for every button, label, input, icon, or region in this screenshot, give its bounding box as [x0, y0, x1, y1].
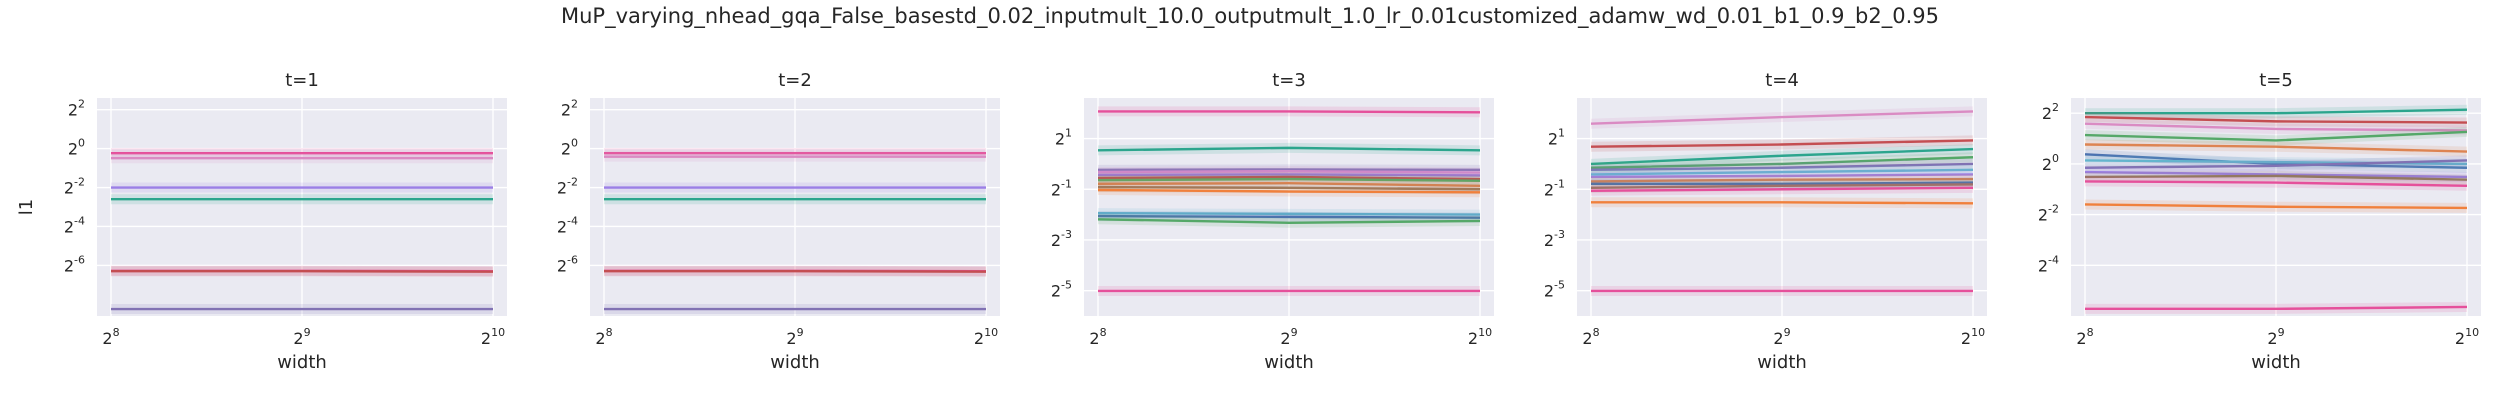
y-tick-label: 2-4 — [557, 214, 578, 236]
series-line — [1591, 201, 1974, 205]
x-axis-label: width — [2251, 352, 2301, 373]
y-tick-label: 21 — [1055, 127, 1072, 149]
series-line — [1097, 182, 1481, 187]
series-band — [2085, 118, 2467, 136]
x-tick-label: 28 — [1582, 326, 1599, 348]
series-band — [2085, 104, 2467, 119]
series-band — [2085, 155, 2467, 173]
panel-2: 22 20 2-2 2-4 2-6 28 29 210 t=2 width — [557, 70, 1000, 373]
x-axis-label: width — [1264, 352, 1314, 373]
y-tick-label: 22 — [561, 98, 578, 120]
series-line — [2084, 174, 2468, 181]
y-tick-label: 2-1 — [1051, 177, 1072, 199]
y-tick-label: 2-6 — [557, 253, 578, 275]
y-tick-label: 2-4 — [2038, 253, 2059, 275]
panel-title: t=5 — [2259, 70, 2293, 91]
series-line — [2084, 159, 2468, 169]
y-tick-label: 2-2 — [64, 176, 85, 198]
series-band — [2085, 126, 2467, 146]
series-line — [1590, 162, 1974, 172]
panel-title: t=3 — [1272, 70, 1306, 91]
y-tick-label: 20 — [2042, 152, 2059, 174]
series-line — [1590, 110, 1974, 125]
series-line — [1591, 181, 1974, 186]
x-tick-label: 210 — [2455, 326, 2479, 348]
panel-title: t=1 — [285, 70, 319, 91]
panel-4: 21 2-1 2-3 2-5 28 29 210 t=4 width — [1544, 70, 1987, 373]
x-tick-label: 28 — [102, 326, 119, 348]
panel-title: t=2 — [778, 70, 812, 91]
x-tick-label: 210 — [974, 326, 998, 348]
x-tick-label: 28 — [1089, 326, 1106, 348]
series-line — [1590, 183, 1974, 190]
series-line — [1097, 177, 1481, 183]
series-line — [1097, 169, 1481, 174]
x-tick-label: 29 — [786, 326, 803, 348]
series-line — [1590, 156, 1974, 169]
y-tick-label: 2-1 — [1544, 177, 1565, 199]
x-axis-label: width — [277, 352, 327, 373]
series-line — [1590, 186, 1974, 192]
series-line — [1097, 175, 1481, 181]
series-line — [1590, 177, 1974, 183]
series-line — [1098, 110, 1481, 114]
x-tick-label: 29 — [293, 326, 310, 348]
y-tick-label: 20 — [561, 137, 578, 159]
x-axis-label: width — [770, 352, 820, 373]
y-axis-label: l1 — [16, 199, 37, 215]
x-tick-label: 28 — [595, 326, 612, 348]
y-tick-label: 2-3 — [1051, 228, 1072, 250]
y-tick-label: 2-5 — [1051, 279, 1072, 301]
series-line — [1590, 173, 1974, 179]
y-tick-label: 2-6 — [64, 253, 85, 275]
series-line — [1097, 188, 1481, 194]
x-tick-label: 29 — [1773, 326, 1790, 348]
y-tick-label: 2-4 — [64, 214, 85, 236]
series-line — [1097, 218, 1481, 224]
series-line — [2085, 305, 2468, 311]
series-line — [2084, 170, 2468, 179]
series-line — [2084, 130, 2468, 142]
y-tick-label: 2-5 — [1544, 279, 1565, 301]
y-tick-label: 2-3 — [1544, 228, 1565, 250]
x-axis-label: width — [1757, 352, 1807, 373]
y-tick-label: 21 — [1548, 127, 1565, 149]
x-tick-label: 29 — [1280, 326, 1297, 348]
y-tick-label: 22 — [68, 98, 85, 120]
x-tick-label: 210 — [481, 326, 505, 348]
series-line — [1097, 146, 1481, 152]
series-line — [2084, 122, 2468, 132]
x-tick-label: 29 — [2267, 326, 2284, 348]
series-line — [1590, 139, 1974, 148]
series-line — [2084, 180, 2468, 187]
x-tick-label: 210 — [1961, 326, 1985, 348]
x-tick-label: 210 — [1468, 326, 1492, 348]
series-line — [2084, 115, 2468, 124]
series-line — [1097, 185, 1481, 191]
series-line — [1097, 214, 1481, 219]
y-tick-label: 2-2 — [2038, 203, 2059, 225]
series-band — [2085, 112, 2467, 128]
y-tick-label: 20 — [68, 137, 85, 159]
series-line — [1097, 211, 1481, 216]
y-tick-label: 22 — [2042, 101, 2059, 123]
panel-1: 22 20 2-2 2-4 2-6 28 29 210 t=1 width l1 — [16, 70, 507, 373]
series-line — [1590, 147, 1974, 166]
series-line — [2085, 108, 2468, 115]
panel-3: 21 2-1 2-3 2-5 28 29 210 t=3 width — [1051, 70, 1494, 373]
series-band — [1098, 214, 1480, 228]
panel-title: t=4 — [1765, 70, 1799, 91]
x-tick-label: 28 — [2076, 326, 2093, 348]
series-line — [1097, 173, 1481, 177]
series-line — [2084, 153, 2468, 169]
series-line — [1590, 168, 1974, 176]
figure-suptitle: MuP_varying_nhead_gqa_False_basestd_0.02… — [560, 4, 1939, 28]
series-line — [2084, 143, 2468, 153]
y-tick-label: 2-2 — [557, 176, 578, 198]
series-band — [2085, 139, 2467, 157]
panel-5: 22 20 2-2 2-4 28 29 210 t=5 width — [2038, 70, 2481, 373]
series-band — [1098, 142, 1480, 156]
series-line — [2084, 203, 2468, 210]
